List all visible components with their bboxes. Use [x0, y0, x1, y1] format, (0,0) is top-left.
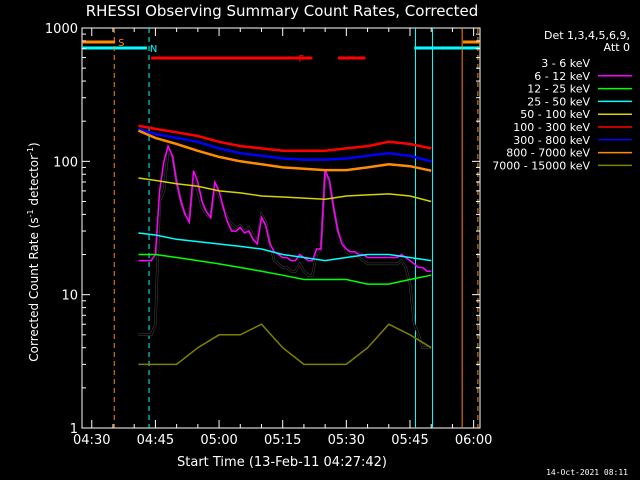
series-line-6 — [138, 124, 432, 153]
vertical-markers — [113, 28, 479, 428]
legend-label: 3 - 6 keV — [541, 57, 590, 70]
legend-header-line-2: Att 0 — [604, 41, 630, 54]
flag-label-n: N — [150, 44, 157, 55]
series-line-7 — [138, 127, 432, 163]
data-series — [137, 124, 432, 366]
series-line-1 — [138, 148, 432, 349]
legend-label: 25 - 50 keV — [527, 95, 590, 108]
x-tick-label: 05:45 — [391, 433, 428, 448]
legend-header-line-1: Det 1,3,4,5,6,9, — [544, 29, 630, 42]
status-flags: S N F — [82, 38, 480, 65]
x-tick-label: 05:00 — [200, 433, 237, 448]
legend-label: 100 - 300 keV — [513, 121, 590, 134]
series-line-9 — [138, 323, 432, 366]
x-axis-label: Start Time (13-Feb-11 04:27:42) — [177, 455, 387, 470]
legend-label: 12 - 25 keV — [527, 83, 590, 96]
y-tick-label: 100 — [53, 155, 78, 170]
y-tick-label: 10 — [61, 289, 78, 304]
x-tick-label: 04:30 — [73, 433, 110, 448]
y-axis-label: Corrected Count Rate (s-1 detector-1) — [26, 142, 41, 361]
chart-title: RHESSI Observing Summary Count Rates, Co… — [86, 2, 479, 20]
legend-label: 7000 - 15000 keV — [492, 159, 590, 172]
flag-label-s: S — [118, 38, 124, 49]
x-tick-label: 06:00 — [455, 433, 492, 448]
flag-label-f: F — [298, 54, 304, 65]
series-line-4 — [138, 232, 432, 262]
series-line-2 — [138, 143, 432, 272]
legend-label: 6 - 12 keV — [534, 70, 590, 83]
plot-frame — [81, 27, 481, 429]
axis-ticks: 04:30 04:45 05:00 05:15 05:30 05:45 06:00 1 10 10… — [45, 22, 492, 448]
x-tick-label: 05:15 — [264, 433, 301, 448]
series-line-bg — [138, 147, 432, 349]
y-tick-label: 1000 — [45, 22, 78, 37]
series-line-8 — [137, 129, 432, 172]
footer-date: 14-Oct-2021 08:11 — [546, 468, 628, 477]
legend-label: 800 - 7000 keV — [506, 147, 590, 160]
plot-border — [81, 27, 481, 429]
x-tick-label: 05:30 — [328, 433, 365, 448]
series-line-3 — [138, 253, 432, 285]
y-tick-label: 1 — [70, 422, 78, 437]
legend-label: 50 - 100 keV — [520, 108, 590, 121]
series-line-5 — [138, 177, 432, 203]
legend-label: 300 - 800 keV — [513, 134, 590, 147]
x-tick-label: 04:45 — [137, 433, 174, 448]
